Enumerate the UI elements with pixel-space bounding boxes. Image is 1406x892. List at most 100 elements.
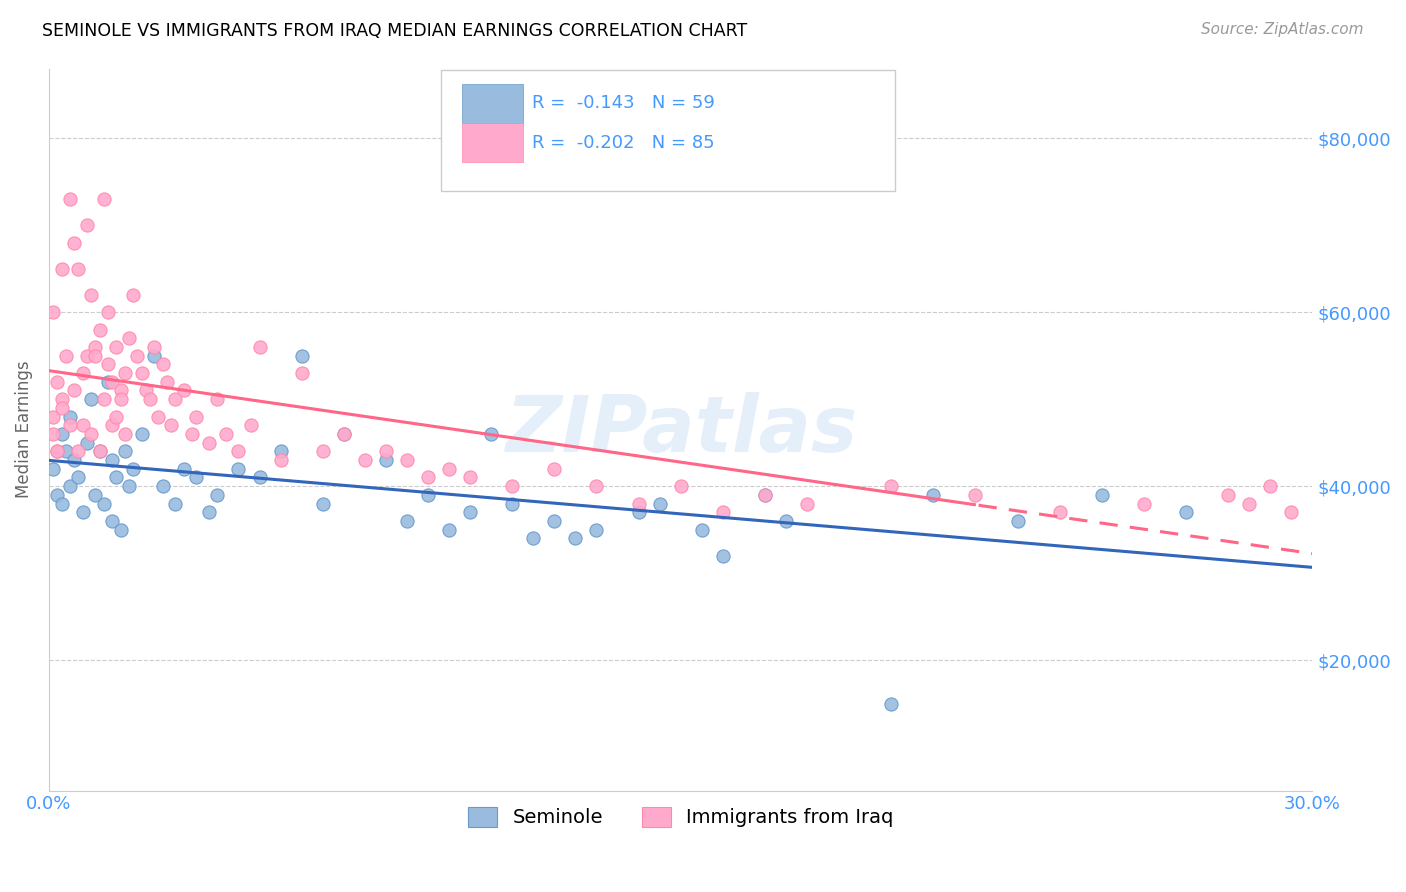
Point <box>76 435 98 450</box>
Point <box>122 287 145 301</box>
Point <box>101 418 124 433</box>
Point <box>669 479 692 493</box>
Point <box>84 349 107 363</box>
Point <box>63 453 86 467</box>
Point <box>46 444 69 458</box>
Point <box>114 444 136 458</box>
Point <box>63 235 86 250</box>
Point <box>437 461 460 475</box>
Point <box>627 505 650 519</box>
Point <box>118 331 141 345</box>
Point <box>101 453 124 467</box>
Point <box>479 426 502 441</box>
Point <box>105 340 128 354</box>
Point <box>1237 496 1260 510</box>
Point <box>270 444 292 458</box>
Point <box>72 418 94 433</box>
Point <box>89 444 111 458</box>
Point <box>97 305 120 319</box>
Point <box>105 409 128 424</box>
Point <box>76 218 98 232</box>
Point <box>1049 505 1071 519</box>
Point <box>627 496 650 510</box>
Point <box>51 261 73 276</box>
Point <box>186 409 208 424</box>
Point <box>501 479 523 493</box>
Point <box>585 523 607 537</box>
Point <box>55 444 77 458</box>
Text: R =  -0.202   N = 85: R = -0.202 N = 85 <box>531 134 714 152</box>
Point <box>72 505 94 519</box>
Point <box>97 357 120 371</box>
Point <box>93 392 115 406</box>
Point <box>122 461 145 475</box>
Point <box>105 470 128 484</box>
Point <box>416 488 439 502</box>
Point <box>72 366 94 380</box>
Point <box>1175 505 1198 519</box>
Point <box>754 488 776 502</box>
Point <box>458 470 481 484</box>
Point <box>101 514 124 528</box>
Point <box>711 549 734 563</box>
Point <box>131 426 153 441</box>
Point <box>353 453 375 467</box>
Point <box>458 505 481 519</box>
Point <box>207 488 229 502</box>
Point <box>291 366 314 380</box>
Point <box>51 426 73 441</box>
Point <box>51 496 73 510</box>
Point <box>564 531 586 545</box>
Point <box>165 392 187 406</box>
Y-axis label: Median Earnings: Median Earnings <box>15 360 32 499</box>
Point <box>139 392 162 406</box>
Point <box>165 496 187 510</box>
Point <box>249 340 271 354</box>
Point <box>63 384 86 398</box>
Point <box>270 453 292 467</box>
Point <box>374 444 396 458</box>
Point <box>880 479 903 493</box>
Point <box>89 322 111 336</box>
Point <box>543 461 565 475</box>
Point <box>152 357 174 371</box>
Point <box>585 479 607 493</box>
Point <box>152 479 174 493</box>
Point <box>754 488 776 502</box>
Point <box>148 409 170 424</box>
Point <box>228 461 250 475</box>
Point <box>186 470 208 484</box>
Point <box>80 392 103 406</box>
Point <box>173 461 195 475</box>
Point <box>1007 514 1029 528</box>
Point <box>395 514 418 528</box>
Point <box>118 479 141 493</box>
Point <box>880 697 903 711</box>
Point <box>51 392 73 406</box>
Point <box>67 444 90 458</box>
Point <box>101 375 124 389</box>
Point <box>437 523 460 537</box>
Point <box>84 340 107 354</box>
Point <box>543 514 565 528</box>
Point <box>59 418 82 433</box>
Point <box>135 384 157 398</box>
Point <box>1279 505 1302 519</box>
Point <box>42 426 65 441</box>
Point <box>59 192 82 206</box>
Point <box>143 349 166 363</box>
Point <box>42 461 65 475</box>
Point <box>51 401 73 415</box>
Point <box>67 470 90 484</box>
Point <box>59 479 82 493</box>
Point <box>42 409 65 424</box>
Point <box>775 514 797 528</box>
Point <box>143 340 166 354</box>
Point <box>131 366 153 380</box>
Point <box>228 444 250 458</box>
Point <box>215 426 238 441</box>
Point <box>291 349 314 363</box>
Point <box>416 470 439 484</box>
Point <box>207 392 229 406</box>
Point <box>249 470 271 484</box>
